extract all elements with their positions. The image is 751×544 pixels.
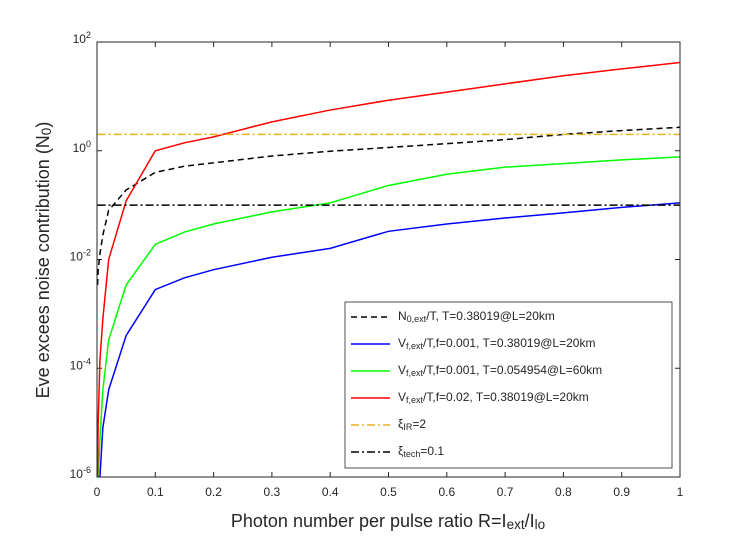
legend-label: N0,ext/T, T=0.38019@L=20km bbox=[398, 309, 555, 323]
y-tick-label: 10-4 bbox=[70, 357, 91, 373]
y-tick-label: 10-6 bbox=[70, 465, 91, 481]
y-tick-label: 102 bbox=[73, 30, 91, 46]
axes-box bbox=[96, 41, 681, 478]
legend-label: ξtech=0.1 bbox=[398, 444, 444, 458]
y-tick-label: 100 bbox=[73, 139, 91, 155]
legend-box bbox=[344, 301, 673, 469]
x-tick-label: 0.1 bbox=[147, 485, 164, 499]
x-tick-label: 0.5 bbox=[380, 485, 397, 499]
series-line bbox=[97, 156, 680, 477]
x-tick-label: 0.2 bbox=[205, 485, 222, 499]
x-tick-label: 1 bbox=[677, 485, 684, 499]
y-axis-label: Eve excees noise contribution (N0) bbox=[33, 122, 54, 399]
x-tick-label: 0.3 bbox=[264, 485, 281, 499]
x-tick-label: 0.7 bbox=[497, 485, 514, 499]
legend-label: Vf,ext/T,f=0.02, T=0.38019@L=20km bbox=[398, 390, 589, 404]
y-tick-label: 10-2 bbox=[70, 248, 91, 264]
legend-label: Vf,ext/T,f=0.001, T=0.054954@L=60km bbox=[398, 363, 602, 377]
x-tick-label: 0 bbox=[94, 485, 101, 499]
x-tick-label: 0.4 bbox=[322, 485, 339, 499]
x-tick-label: 0.6 bbox=[438, 485, 455, 499]
legend-label: ξIR=2 bbox=[398, 417, 426, 431]
series-line bbox=[97, 126, 680, 286]
legend-label: Vf,ext/T,f=0.001, T=0.38019@L=20km bbox=[398, 336, 595, 350]
series-line bbox=[99, 202, 680, 477]
x-tick-label: 0.9 bbox=[613, 485, 630, 499]
x-tick-label: 0.8 bbox=[555, 485, 572, 499]
series-line bbox=[97, 61, 680, 477]
x-axis-label: Photon number per pulse ratio R=Iext/Ilo bbox=[231, 511, 545, 532]
